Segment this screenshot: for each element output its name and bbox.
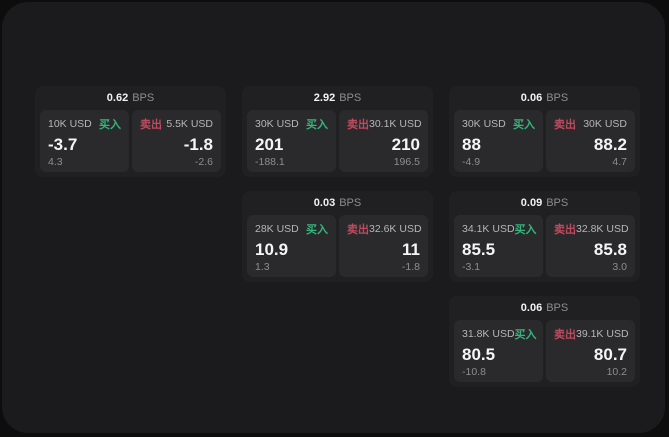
sell-price: 88.2	[593, 134, 627, 154]
sell-price: 80.7	[593, 344, 627, 364]
sell-sub-value: 4.7	[612, 155, 627, 168]
card-body: 31.8K USD 买入 80.5 -10.8 卖出 39.1K USD 80.…	[454, 320, 635, 382]
buy-button[interactable]: 买入	[514, 224, 537, 236]
sell-button[interactable]: 卖出	[140, 119, 162, 131]
card-body: 34.1K USD 买入 85.5 -3.1 卖出 32.8K USD 85.8…	[454, 215, 635, 277]
buy-price: 85.5	[462, 239, 496, 259]
buy-panel[interactable]: 30K USD 买入 201 -188.1	[247, 110, 336, 172]
sell-panel[interactable]: 卖出 30K USD 88.2 4.7	[546, 110, 635, 172]
buy-amount: 30K USD	[255, 118, 299, 130]
buy-panel[interactable]: 31.8K USD 买入 80.5 -10.8	[454, 320, 543, 382]
quote-card-grid: 0.62 BPS 10K USD 买入 -3.7 4.3 卖出 5.5K USD	[35, 86, 640, 387]
buy-button[interactable]: 买入	[514, 329, 537, 341]
quote-card: 0.06 BPS 30K USD 买入 88 -4.9 卖出 30K USD	[449, 86, 640, 177]
buy-button[interactable]: 买入	[99, 119, 121, 131]
bps-value: 0.06	[520, 302, 543, 314]
bps-unit-label: BPS	[339, 197, 362, 209]
bps-unit-label: BPS	[546, 302, 569, 314]
bps-value: 0.03	[313, 197, 336, 209]
sell-amount: 30K USD	[583, 118, 627, 130]
quote-card: 0.62 BPS 10K USD 买入 -3.7 4.3 卖出 5.5K USD	[35, 86, 226, 177]
buy-sub-value: 1.3	[255, 260, 270, 273]
buy-sub-value: -4.9	[462, 155, 481, 168]
card-header: 0.06 BPS	[454, 296, 635, 320]
buy-amount: 28K USD	[255, 223, 299, 235]
quote-card: 0.06 BPS 31.8K USD 买入 80.5 -10.8 卖出 39.1…	[449, 296, 640, 387]
buy-panel[interactable]: 30K USD 买入 88 -4.9	[454, 110, 543, 172]
quote-card: 2.92 BPS 30K USD 买入 201 -188.1 卖出 30.1K …	[242, 86, 433, 177]
card-header: 2.92 BPS	[247, 86, 428, 110]
card-header: 0.62 BPS	[40, 86, 221, 110]
sell-button[interactable]: 卖出	[554, 119, 576, 131]
card-body: 10K USD 买入 -3.7 4.3 卖出 5.5K USD -1.8 -2.…	[40, 110, 221, 172]
sell-amount: 5.5K USD	[166, 118, 213, 130]
buy-price: 201	[255, 134, 284, 154]
quote-card: 0.09 BPS 34.1K USD 买入 85.5 -3.1 卖出 32.8K…	[449, 191, 640, 282]
sell-amount: 32.6K USD	[369, 223, 422, 235]
sell-button[interactable]: 卖出	[347, 224, 369, 236]
sell-panel[interactable]: 卖出 32.6K USD 11 -1.8	[339, 215, 428, 277]
bps-unit-label: BPS	[546, 92, 569, 104]
bps-value: 0.62	[106, 92, 129, 104]
sell-panel[interactable]: 卖出 32.8K USD 85.8 3.0	[546, 215, 635, 277]
sell-sub-value: 3.0	[612, 260, 627, 273]
bps-value: 0.06	[520, 92, 543, 104]
buy-amount: 34.1K USD	[462, 223, 515, 235]
buy-panel[interactable]: 10K USD 买入 -3.7 4.3	[40, 110, 129, 172]
bps-unit-label: BPS	[546, 197, 569, 209]
buy-sub-value: -10.8	[462, 365, 486, 378]
buy-panel[interactable]: 28K USD 买入 10.9 1.3	[247, 215, 336, 277]
buy-amount: 30K USD	[462, 118, 506, 130]
sell-sub-value: -2.6	[194, 155, 213, 168]
bps-value: 2.92	[313, 92, 336, 104]
buy-button[interactable]: 买入	[306, 224, 328, 236]
sell-amount: 32.8K USD	[576, 223, 629, 235]
buy-button[interactable]: 买入	[513, 119, 535, 131]
buy-amount: 10K USD	[48, 118, 92, 130]
sell-sub-value: -1.8	[401, 260, 420, 273]
buy-sub-value: -3.1	[462, 260, 481, 273]
sell-panel[interactable]: 卖出 30.1K USD 210 196.5	[339, 110, 428, 172]
bps-unit-label: BPS	[132, 92, 155, 104]
buy-price: 88	[462, 134, 481, 154]
sell-button[interactable]: 卖出	[554, 329, 576, 341]
buy-price: 10.9	[255, 239, 289, 259]
sell-amount: 30.1K USD	[369, 118, 422, 130]
card-body: 28K USD 买入 10.9 1.3 卖出 32.6K USD 11 -1.8	[247, 215, 428, 277]
card-body: 30K USD 买入 88 -4.9 卖出 30K USD 88.2 4.7	[454, 110, 635, 172]
card-header: 0.09 BPS	[454, 191, 635, 215]
buy-amount: 31.8K USD	[462, 328, 515, 340]
main-panel: 0.62 BPS 10K USD 买入 -3.7 4.3 卖出 5.5K USD	[2, 2, 665, 433]
sell-button[interactable]: 卖出	[554, 224, 576, 236]
sell-price: 210	[391, 134, 420, 154]
buy-sub-value: -188.1	[255, 155, 285, 168]
buy-sub-value: 4.3	[48, 155, 63, 168]
sell-button[interactable]: 卖出	[347, 119, 369, 131]
bps-value: 0.09	[520, 197, 543, 209]
bps-unit-label: BPS	[339, 92, 362, 104]
card-header: 0.03 BPS	[247, 191, 428, 215]
buy-panel[interactable]: 34.1K USD 买入 85.5 -3.1	[454, 215, 543, 277]
buy-price: 80.5	[462, 344, 496, 364]
card-header: 0.06 BPS	[454, 86, 635, 110]
card-body: 30K USD 买入 201 -188.1 卖出 30.1K USD 210 1…	[247, 110, 428, 172]
buy-price: -3.7	[48, 134, 78, 154]
sell-price: -1.8	[183, 134, 213, 154]
sell-sub-value: 10.2	[606, 365, 627, 378]
sell-amount: 39.1K USD	[576, 328, 629, 340]
quote-card: 0.03 BPS 28K USD 买入 10.9 1.3 卖出 32.6K US…	[242, 191, 433, 282]
sell-panel[interactable]: 卖出 39.1K USD 80.7 10.2	[546, 320, 635, 382]
buy-button[interactable]: 买入	[306, 119, 328, 131]
sell-price: 85.8	[593, 239, 627, 259]
sell-sub-value: 196.5	[393, 155, 420, 168]
sell-price: 11	[402, 239, 420, 259]
sell-panel[interactable]: 卖出 5.5K USD -1.8 -2.6	[132, 110, 221, 172]
